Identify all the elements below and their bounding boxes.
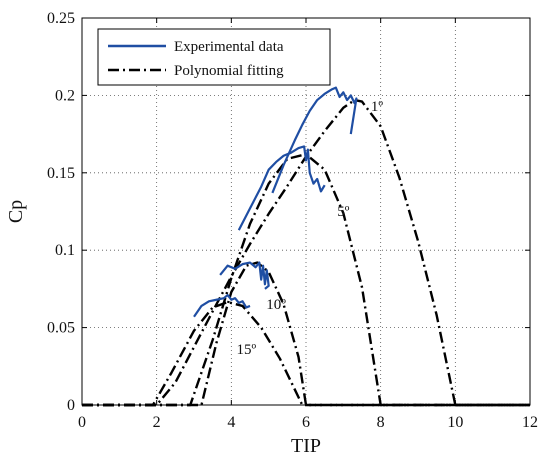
legend-label-experimental: Experimental data <box>174 39 284 55</box>
polynomial-fit-series-10deg <box>82 261 530 407</box>
polynomial-fit-series-1deg <box>82 98 530 407</box>
y-tick-label: 0.2 <box>55 87 75 104</box>
polynomial-fit-series-15deg <box>82 300 530 407</box>
y-tick-label: 0 <box>67 397 75 414</box>
y-tick-label: 0.1 <box>55 242 75 259</box>
experimental-series-5deg <box>237 145 326 231</box>
x-tick-label: 12 <box>522 414 538 431</box>
legend: Experimental data Polynomial fitting <box>97 28 331 86</box>
y-tick-label: 0.25 <box>47 10 75 27</box>
ticks: 0 2 4 6 8 10 12 0 0.05 0.1 0.15 0.2 0.25 <box>47 10 538 431</box>
x-tick-label: 0 <box>78 414 86 431</box>
pitch-annotation: 10º <box>266 297 286 313</box>
x-tick-label: 10 <box>447 414 463 431</box>
y-axis-label: Cp <box>5 200 27 223</box>
y-tick-label: 0.15 <box>47 165 75 182</box>
experimental-series-1deg <box>271 86 358 194</box>
polynomial-fit-series-5deg <box>82 153 530 407</box>
x-tick-label: 8 <box>377 414 385 431</box>
x-axis-label: TIP <box>291 435 321 457</box>
x-tick-label: 6 <box>302 414 310 431</box>
legend-box <box>97 28 331 86</box>
y-tick-label: 0.05 <box>47 320 75 337</box>
pitch-annotation: 5º <box>337 204 350 220</box>
experimental-series-15deg <box>193 293 251 318</box>
legend-label-polynomial: Polynomial fitting <box>174 63 284 79</box>
pitch-annotation: 1º <box>371 99 384 115</box>
series-layer <box>82 86 530 407</box>
annotations: 1º 5º 10º 15º <box>236 99 383 358</box>
x-tick-label: 4 <box>227 414 235 431</box>
x-tick-label: 2 <box>153 414 161 431</box>
experimental-series-10deg <box>219 261 270 290</box>
pitch-annotation: 15º <box>236 342 256 358</box>
